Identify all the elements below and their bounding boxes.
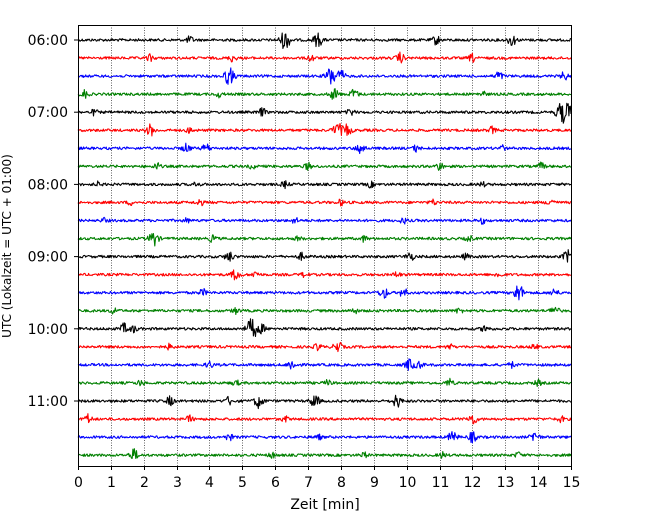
seismic-trace-21 [77, 394, 572, 410]
x-tick-label: 10 [399, 475, 417, 491]
x-tick-label: 9 [370, 475, 379, 491]
y-axis-label: UTC (Lokalzeit = UTC + 01:00) [0, 154, 14, 338]
x-tick-label: 14 [530, 475, 548, 491]
y-tick-label: 07:00 [28, 105, 68, 121]
x-tick-label: 4 [205, 475, 214, 491]
x-tick-label: 2 [140, 475, 149, 491]
seismic-trace-2 [78, 51, 572, 64]
x-tick-label: 6 [271, 475, 280, 491]
y-tick-label: 08:00 [28, 177, 68, 193]
x-tick-label: 5 [238, 475, 247, 491]
grid-lines [111, 25, 539, 466]
seismic-trace-20 [77, 377, 572, 387]
seismic-trace-7 [77, 142, 572, 155]
seismic-trace-15 [77, 285, 572, 301]
seismic-trace-4 [77, 88, 572, 100]
x-tick-label: 1 [107, 475, 116, 491]
seismic-trace-23 [77, 431, 572, 444]
trace-layer [77, 32, 572, 459]
x-tick-label: 7 [304, 475, 313, 491]
seismic-trace-1 [77, 32, 571, 50]
seismic-trace-16 [78, 306, 572, 316]
y-tick-label: 06:00 [28, 33, 68, 49]
seismic-trace-17 [77, 318, 572, 338]
x-tick-label: 8 [337, 475, 346, 491]
seismic-trace-8 [77, 161, 572, 171]
seismic-trace-5 [77, 102, 572, 124]
plot-frame [78, 25, 572, 467]
y-tick-label: 10:00 [28, 322, 68, 338]
seismic-trace-22 [77, 413, 572, 425]
seismic-trace-9 [77, 180, 572, 190]
x-tick-label: 0 [74, 475, 83, 491]
x-axis-ticks: 0 1 2 3 4 5 6 7 8 9 10 11 12 13 14 15 [74, 466, 580, 491]
x-tick-label: 12 [464, 475, 482, 491]
seismic-trace-24 [77, 448, 572, 459]
seismic-trace-14 [77, 269, 572, 281]
y-axis-ticks: 06:00 07:00 08:00 09:00 10:00 11:00 [28, 33, 78, 410]
seismic-trace-19 [77, 358, 572, 371]
seismic-trace-18 [77, 341, 572, 353]
seismic-trace-10 [77, 198, 572, 207]
seismic-trace-13 [77, 249, 572, 263]
seismic-trace-6 [77, 122, 572, 137]
x-tick-label: 15 [563, 475, 581, 491]
y-tick-label: 09:00 [28, 250, 68, 266]
x-tick-label: 3 [173, 475, 182, 491]
x-axis-label: Zeit [min] [290, 497, 359, 513]
y-tick-label: 11:00 [28, 394, 68, 410]
x-tick-label: 11 [432, 475, 450, 491]
seismic-trace-11 [77, 216, 572, 225]
x-tick-label: 13 [497, 475, 515, 491]
seismic-trace-3 [77, 67, 572, 85]
seismic-trace-12 [77, 233, 572, 247]
